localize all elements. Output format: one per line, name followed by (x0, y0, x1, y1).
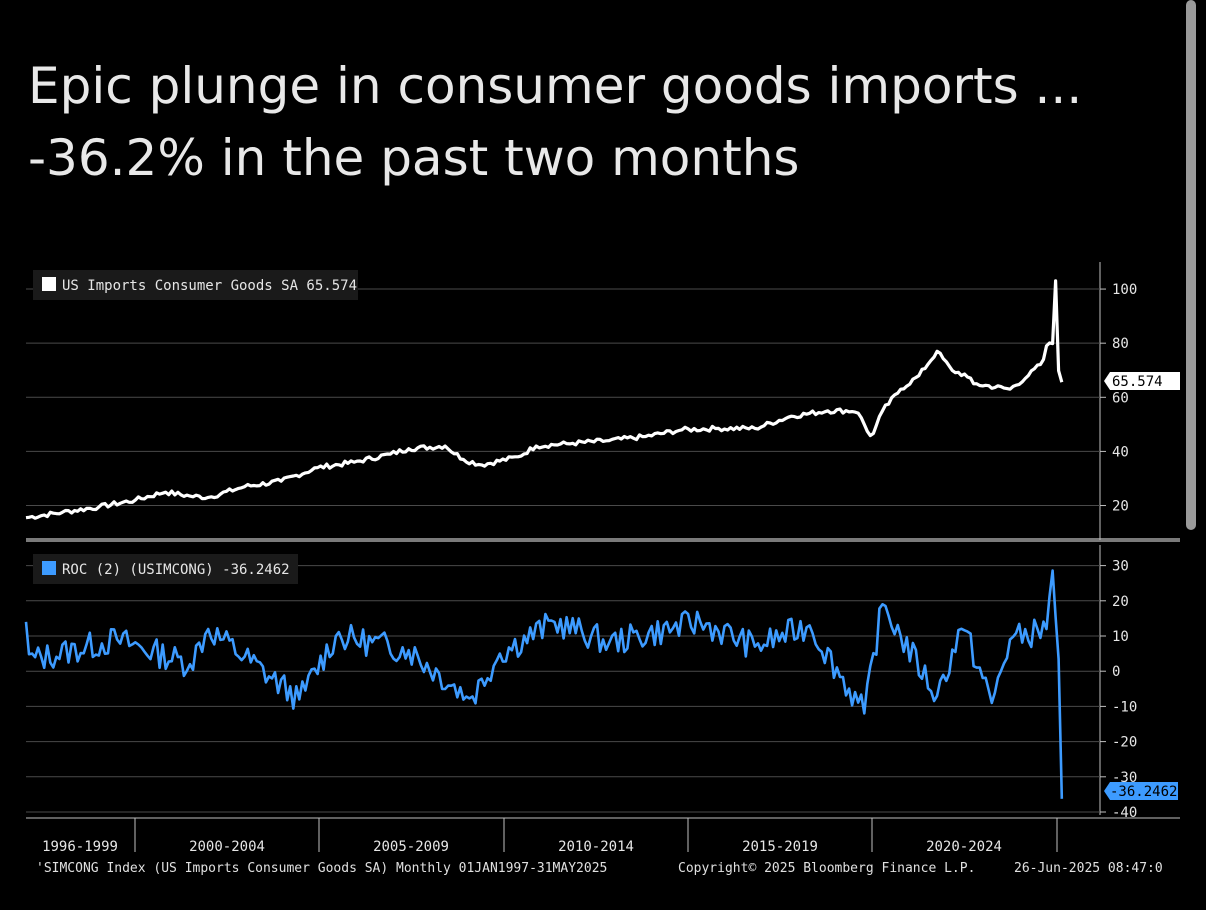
x-period-label: 1996-1999 (42, 839, 118, 855)
upper-panel: 20 40 60 80 100 US Imports Consumer Goods SA… (25, 262, 1180, 542)
footer-source: 'SIMCONG Index (US Imports Consumer Good… (36, 861, 607, 876)
lower-last-value-label: -36.2462 (1110, 784, 1177, 800)
headline-line-1: Epic plunge in consumer goods imports ..… (28, 57, 1083, 115)
y-tick-label: 20 (1112, 594, 1129, 610)
headline: Epic plunge in consumer goods imports ..… (28, 50, 1178, 194)
lower-panel: 30 20 10 0 -10 -20 -30 -40 ROC (2) (USIMCONG) -… (24, 545, 1178, 821)
upper-series-line (25, 279, 1064, 520)
x-period-label: 2010-2014 (558, 839, 634, 855)
y-tick-label: 10 (1112, 629, 1129, 645)
lower-legend: ROC (2) (USIMCONG) -36.2462 (33, 554, 298, 584)
x-period-label: 2005-2009 (373, 839, 449, 855)
x-period-label: 2020-2024 (926, 839, 1002, 855)
y-tick-label: 80 (1112, 336, 1129, 352)
x-period-label: 2000-2004 (189, 839, 265, 855)
upper-gridlines (26, 288, 1100, 507)
y-tick-label: 40 (1112, 444, 1129, 460)
footer-timestamp: 26-Jun-2025 08:47:0 (1014, 861, 1163, 876)
y-tick-label: -40 (1112, 805, 1137, 821)
y-tick-label: 20 (1112, 499, 1129, 515)
upper-legend: US Imports Consumer Goods SA 65.574 (33, 270, 358, 300)
y-tick-label: -20 (1112, 735, 1137, 751)
y-tick-label: 100 (1112, 282, 1137, 298)
lower-last-value-tag: -36.2462 (1104, 782, 1178, 800)
upper-last-value-label: 65.574 (1112, 374, 1163, 390)
upper-y-axis: 20 40 60 80 100 (1100, 282, 1137, 515)
lower-y-axis: 30 20 10 0 -10 -20 -30 -40 (1100, 559, 1137, 821)
upper-legend-swatch (42, 277, 56, 291)
x-period-label: 2015-2019 (742, 839, 818, 855)
lower-series-line (24, 569, 1064, 799)
y-tick-label: 30 (1112, 559, 1129, 575)
lower-legend-label: ROC (2) (USIMCONG) -36.2462 (62, 562, 290, 578)
lower-legend-swatch (42, 561, 56, 575)
upper-last-value-tag: 65.574 (1104, 372, 1180, 390)
y-tick-label: 0 (1112, 664, 1120, 680)
headline-line-2: -36.2% in the past two months (28, 129, 800, 187)
x-axis: 1996-1999 2000-2004 2005-2009 2010-2014 … (26, 817, 1180, 855)
footer: 'SIMCONG Index (US Imports Consumer Good… (36, 861, 1163, 876)
y-tick-label: -30 (1112, 770, 1137, 786)
footer-copyright: Copyright© 2025 Bloomberg Finance L.P. (678, 861, 975, 876)
y-tick-label: 60 (1112, 390, 1129, 406)
y-tick-label: -10 (1112, 699, 1137, 715)
scrollbar[interactable] (1186, 0, 1196, 530)
upper-legend-label: US Imports Consumer Goods SA 65.574 (62, 278, 357, 294)
